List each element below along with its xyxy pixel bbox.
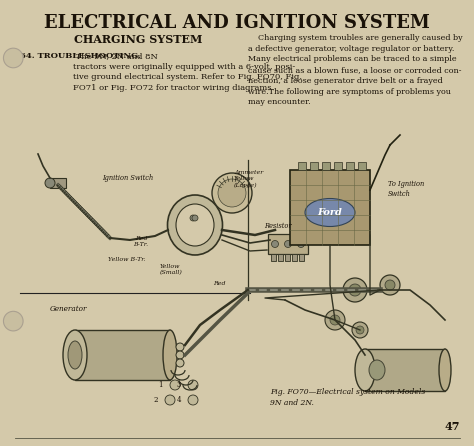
Text: Red
B-Tr.: Red B-Tr. xyxy=(133,236,148,247)
Ellipse shape xyxy=(355,349,375,391)
Bar xyxy=(271,254,276,261)
Ellipse shape xyxy=(63,330,87,380)
Bar xyxy=(268,234,308,254)
Bar xyxy=(346,162,354,170)
Ellipse shape xyxy=(305,198,355,227)
Circle shape xyxy=(3,311,23,331)
Circle shape xyxy=(176,343,184,351)
Circle shape xyxy=(45,178,55,188)
Bar xyxy=(290,170,370,245)
Ellipse shape xyxy=(176,204,214,246)
Text: Ignition Switch: Ignition Switch xyxy=(102,174,153,182)
Ellipse shape xyxy=(167,195,222,255)
Bar xyxy=(299,254,304,261)
Bar xyxy=(298,162,306,170)
Text: 3: 3 xyxy=(177,381,181,389)
Text: The 9N, 2N and 8N
tractors were originally equipped with a 6-volt, posi-
tive gr: The 9N, 2N and 8N tractors were original… xyxy=(73,52,302,92)
Text: Ford: Ford xyxy=(318,208,342,217)
Circle shape xyxy=(352,322,368,338)
Ellipse shape xyxy=(163,330,177,380)
Bar xyxy=(310,162,318,170)
Text: 64. TROUBLESHOOTING.: 64. TROUBLESHOOTING. xyxy=(20,52,141,60)
Bar xyxy=(292,254,297,261)
Circle shape xyxy=(298,240,304,248)
Circle shape xyxy=(218,179,246,207)
Text: 2: 2 xyxy=(154,396,158,404)
Text: Generator: Generator xyxy=(50,305,88,313)
Circle shape xyxy=(385,280,395,290)
Circle shape xyxy=(188,395,198,405)
Text: Ammeter
Yellow
(Large): Ammeter Yellow (Large) xyxy=(234,170,263,188)
Bar xyxy=(334,162,342,170)
Ellipse shape xyxy=(68,341,82,369)
Circle shape xyxy=(165,395,175,405)
Circle shape xyxy=(349,284,361,296)
Circle shape xyxy=(3,48,23,68)
Circle shape xyxy=(284,240,292,248)
Bar xyxy=(365,349,445,391)
Text: Resistor: Resistor xyxy=(264,222,292,230)
Bar xyxy=(278,254,283,261)
Circle shape xyxy=(325,310,345,330)
Text: ELECTRICAL AND IGNITION SYSTEM: ELECTRICAL AND IGNITION SYSTEM xyxy=(44,14,430,32)
Text: Charging system troubles are generally caused by
a defective generator, voltage : Charging system troubles are generally c… xyxy=(248,34,463,106)
Circle shape xyxy=(192,215,198,221)
Text: Fig. FO70—Electrical system on Models
9N and 2N.: Fig. FO70—Electrical system on Models 9N… xyxy=(270,388,425,407)
Text: Yellow B-Tr.: Yellow B-Tr. xyxy=(108,257,146,262)
Circle shape xyxy=(170,380,180,390)
Circle shape xyxy=(176,359,184,367)
Circle shape xyxy=(188,380,198,390)
Text: 47: 47 xyxy=(445,421,460,432)
Ellipse shape xyxy=(369,360,385,380)
Text: Yellow
(Small): Yellow (Small) xyxy=(160,264,183,275)
Ellipse shape xyxy=(439,349,451,391)
Text: 1: 1 xyxy=(158,381,163,389)
Circle shape xyxy=(176,351,184,359)
Circle shape xyxy=(356,326,364,334)
Bar xyxy=(50,178,66,188)
Circle shape xyxy=(190,215,196,221)
Bar xyxy=(322,162,330,170)
Circle shape xyxy=(380,275,400,295)
Bar xyxy=(358,162,366,170)
Bar xyxy=(285,254,290,261)
Circle shape xyxy=(330,315,340,325)
Circle shape xyxy=(343,278,367,302)
Text: Red: Red xyxy=(213,281,226,286)
Text: CHARGING SYSTEM: CHARGING SYSTEM xyxy=(74,34,202,45)
Circle shape xyxy=(212,173,252,213)
Text: 4: 4 xyxy=(176,396,181,404)
Bar xyxy=(75,330,170,380)
Text: To Ignition
Switch: To Ignition Switch xyxy=(388,180,424,198)
Circle shape xyxy=(272,240,279,248)
